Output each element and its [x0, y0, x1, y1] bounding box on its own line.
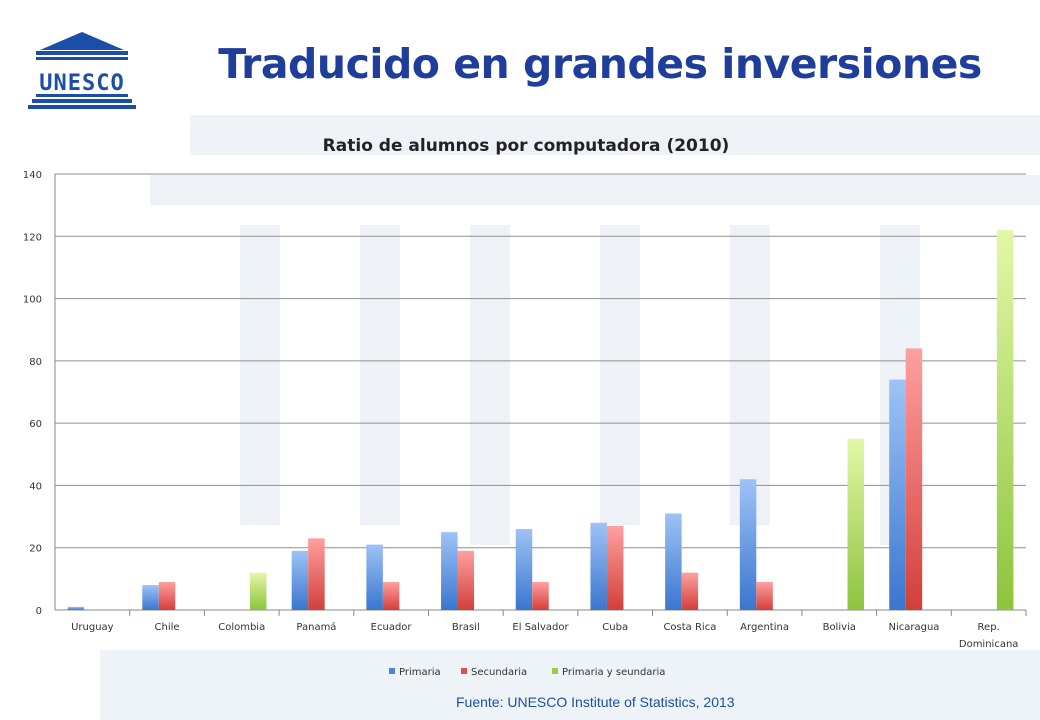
x-tick-label: Cuba [602, 622, 628, 633]
bar-secundaria [308, 538, 325, 610]
x-tick-label: Dominicana [959, 639, 1019, 650]
bar-primaria-y-seundaria [249, 572, 267, 610]
bar-primaria [142, 585, 159, 610]
x-tick-label: Colombia [218, 622, 265, 633]
bar-secundaria [606, 525, 624, 610]
y-tick-label: 0 [36, 606, 42, 617]
y-tick-label: 60 [29, 419, 42, 430]
slide-title: Traducido en grandes inversiones [218, 40, 982, 88]
unesco-logo: UNESCO [28, 32, 136, 109]
bar-primaria [291, 550, 309, 610]
y-tick-label: 20 [29, 544, 42, 555]
bar-secundaria [457, 550, 475, 610]
x-tick-label: Argentina [740, 622, 789, 633]
background-unesco-watermark [100, 115, 1040, 720]
x-tick-label: Chile [155, 622, 180, 633]
bar-secundaria [532, 581, 549, 610]
y-axis-ticks: 0 20 40 60 80 100 120 140 [23, 170, 42, 617]
x-axis: Uruguay Chile Colombia Panamá Ecuador Brasil E… [71, 610, 1027, 650]
x-tick-label: Ecuador [371, 622, 413, 633]
x-tick-label: Brasil [452, 622, 480, 633]
y-tick-label: 140 [23, 170, 42, 181]
legend-label: Primaria y seundaria [562, 667, 665, 678]
logo-text: UNESCO [39, 71, 124, 96]
legend: Primaria Secundaria Primaria y seundaria [389, 667, 665, 678]
chart-title: Ratio de alumnos por computadora (2010) [323, 136, 730, 156]
x-tick-label: Uruguay [71, 622, 114, 633]
bar-primaria [590, 522, 607, 610]
legend-label: Primaria [399, 667, 441, 678]
gridlines [54, 173, 1026, 611]
x-tick-label: Nicaragua [888, 622, 939, 633]
x-tick-label: El Salvador [512, 622, 569, 633]
legend-swatch [461, 668, 467, 674]
y-tick-label: 40 [29, 481, 42, 492]
bar-primaria-y-seundaria [847, 438, 865, 610]
y-tick-label: 80 [29, 357, 42, 368]
x-tick-label: Bolivia [823, 622, 856, 633]
bar-primaria [739, 479, 757, 610]
y-tick-label: 120 [23, 232, 42, 243]
bar-secundaria [681, 572, 699, 610]
legend-swatch [389, 668, 395, 674]
y-tick-label: 100 [23, 295, 42, 306]
bar-primaria [366, 544, 383, 610]
bar-primaria [665, 513, 682, 610]
source-note: Fuente: UNESCO Institute of Statistics, … [456, 694, 735, 710]
x-tick-label: Costa Rica [663, 622, 716, 633]
bar-primaria [67, 606, 85, 610]
bar-secundaria [756, 581, 773, 610]
x-tick-label: Rep. [978, 622, 1000, 633]
bar-secundaria [158, 581, 176, 610]
bar-primaria-y-seundaria [996, 230, 1014, 611]
bar-primaria [441, 532, 458, 610]
bar-secundaria [905, 348, 923, 610]
bar-secundaria [382, 581, 400, 610]
legend-label: Secundaria [471, 667, 527, 678]
bar-primaria [515, 529, 533, 610]
x-tick-label: Panamá [296, 621, 336, 633]
legend-swatch [552, 668, 558, 674]
bar-primaria [889, 379, 906, 610]
bars [67, 230, 1014, 611]
